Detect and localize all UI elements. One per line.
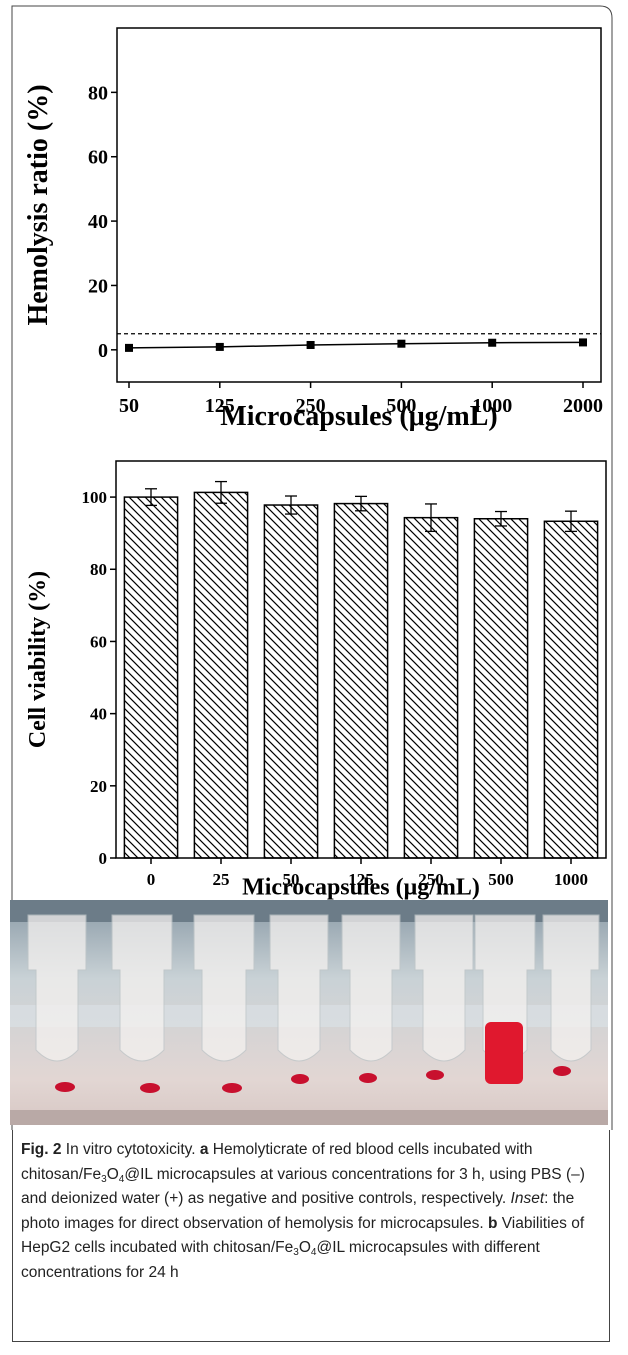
data-line <box>128 341 584 349</box>
x-tick-label: 500 <box>386 395 416 417</box>
x-axis-title: Microcapsules (μg/mL) <box>242 874 480 900</box>
caption-text: a <box>199 1141 209 1158</box>
y-tick-label: 20 <box>90 777 107 796</box>
figure-frame <box>11 5 613 1130</box>
x-tick-label: 2000 <box>563 395 603 417</box>
x-axis-title: Microcapsules (μg/mL) <box>220 401 497 432</box>
caption-text: In vitro cytotoxicity. <box>61 1141 200 1158</box>
caption-text: 4 <box>310 1247 317 1258</box>
caption-label: Fig. 2 <box>21 1141 62 1158</box>
y-axis-title: Hemolysis ratio (%) <box>23 84 54 325</box>
caption-text: @IL microcapsules with different concent… <box>21 1239 540 1281</box>
data-point <box>215 342 224 351</box>
x-tick-label: 50 <box>283 870 300 889</box>
y-tick-label: 60 <box>88 147 108 169</box>
bar <box>473 517 529 859</box>
bar <box>403 516 459 859</box>
caption-text: @IL microcapsules at various concentrati… <box>21 1165 585 1208</box>
x-tick-label: 500 <box>488 870 514 889</box>
y-axis-title: Cell viability (%) <box>25 571 51 748</box>
photo <box>10 900 608 1125</box>
x-tick-label: 125 <box>348 870 374 889</box>
y-tick-label: 0 <box>99 849 108 868</box>
caption-text: 3 <box>101 1173 107 1185</box>
x-tick-label: 1000 <box>472 395 512 417</box>
y-tick-label: 80 <box>90 560 107 579</box>
plot-frame <box>116 27 602 383</box>
bar <box>543 520 599 859</box>
caption-text: O <box>106 1165 119 1183</box>
data-point <box>125 343 133 352</box>
x-tick-label: 125 <box>205 395 235 417</box>
y-tick-label: 100 <box>82 488 108 507</box>
data-point <box>306 340 315 349</box>
y-tick-label: 60 <box>90 632 107 651</box>
caption: Fig. 2 In vitro cytotoxicity. a Hemolyti… <box>12 1130 610 1342</box>
y-tick-label: 40 <box>90 705 107 724</box>
bar <box>263 504 319 859</box>
y-tick-label: 0 <box>98 340 108 362</box>
caption-text: 3 <box>293 1247 299 1258</box>
caption-text: : the photo images for direct observatio… <box>21 1190 575 1232</box>
x-tick-label: 50 <box>119 395 139 417</box>
data-point <box>579 338 587 347</box>
bar <box>123 496 179 859</box>
caption-text: O <box>298 1239 311 1256</box>
y-tick-label: 80 <box>88 82 108 104</box>
bar <box>193 491 249 859</box>
x-tick-label: 250 <box>418 870 444 889</box>
caption-text: Inset <box>510 1190 545 1207</box>
x-tick-label: 1000 <box>554 870 588 889</box>
caption-text: Hemolyticrate of red blood cells incubat… <box>21 1141 533 1183</box>
data-point <box>488 338 497 347</box>
caption-text: b <box>487 1214 498 1232</box>
data-point <box>397 339 406 348</box>
x-tick-label: 0 <box>147 870 156 889</box>
y-tick-label: 20 <box>88 275 108 297</box>
caption-text: 4 <box>118 1173 125 1185</box>
bar <box>333 502 389 859</box>
x-tick-label: 25 <box>213 870 230 889</box>
x-tick-label: 250 <box>296 395 326 417</box>
y-tick-label: 40 <box>88 211 108 233</box>
caption-text: Viabilities of HepG2 cells incubated wit… <box>21 1214 585 1257</box>
